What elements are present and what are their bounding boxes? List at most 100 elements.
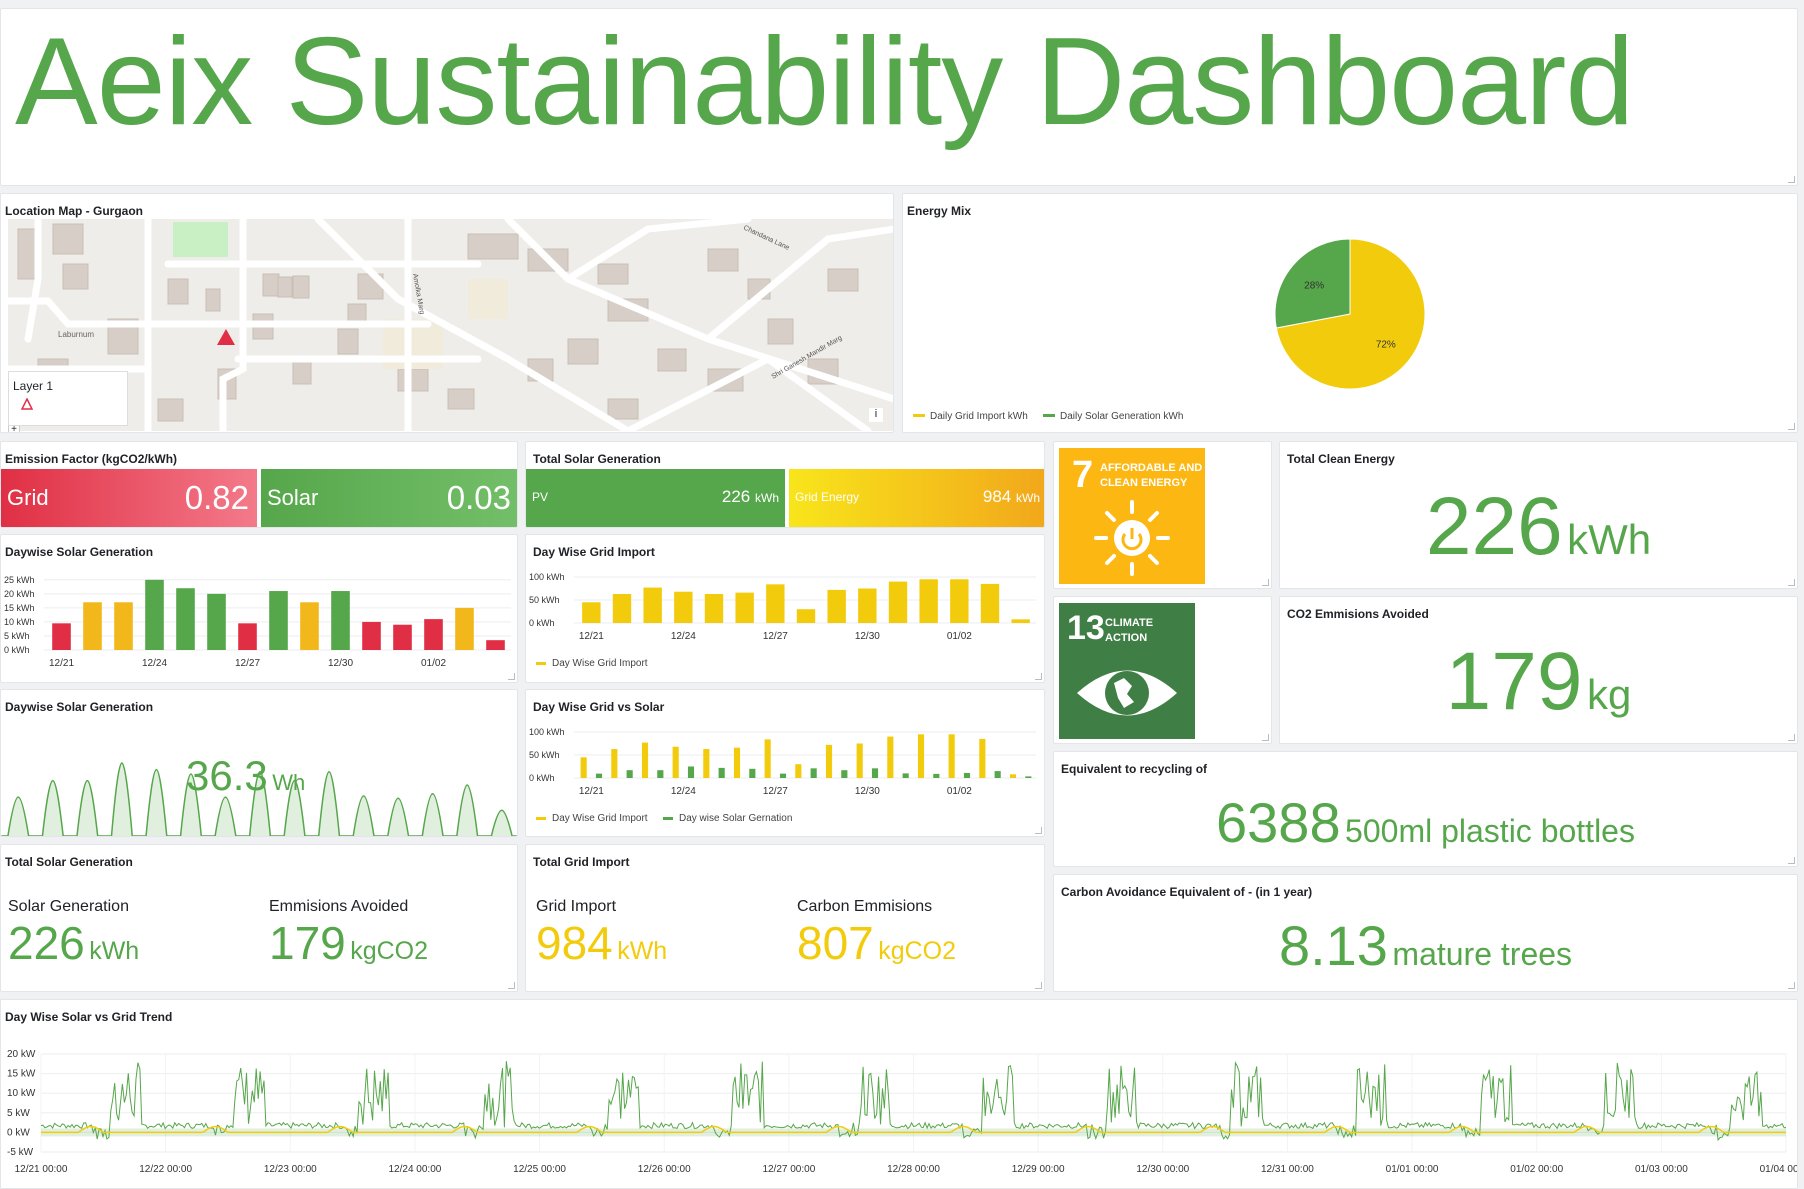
- bar: [207, 593, 226, 650]
- bar: [764, 739, 771, 778]
- resize-handle[interactable]: [1788, 734, 1795, 741]
- bar: [979, 738, 986, 778]
- legend-label: Day wise Solar Gernation: [679, 813, 792, 824]
- x-tick-label: 12/24: [671, 786, 696, 797]
- solar-sparkline[interactable]: [1, 690, 518, 837]
- solar-gen-label: Solar Generation: [8, 898, 129, 915]
- grid-vs-solar-bar-chart[interactable]: 100 kWh 50 kWh 0 kWh 12/21 12/24 12/27 12/30 01…: [526, 690, 1045, 837]
- x-tick-label: 12/21: [49, 658, 74, 669]
- bar: [1025, 776, 1032, 778]
- x-tick-label: 12/25 00:00: [513, 1164, 566, 1175]
- panel-title: Day Wise Solar vs Grid Trend: [5, 1010, 173, 1024]
- bar: [114, 602, 133, 650]
- x-tick-label: 12/27 00:00: [762, 1164, 815, 1175]
- header-panel: Aeix Sustainability Dashboard: [0, 8, 1798, 186]
- panel-title: Day Wise Grid Import: [533, 545, 655, 559]
- bar: [795, 764, 802, 778]
- resize-handle[interactable]: [508, 982, 515, 989]
- resize-handle[interactable]: [1035, 673, 1042, 680]
- resize-handle[interactable]: [508, 673, 515, 680]
- bar: [856, 743, 863, 778]
- resize-handle[interactable]: [1035, 827, 1042, 834]
- energy-mix-panel: Energy Mix 72% 28% Daily Grid Import kWh …: [902, 193, 1798, 433]
- legend-label-solar: Daily Solar Generation kWh: [1060, 411, 1183, 422]
- solar-factor-label: Solar: [267, 485, 319, 510]
- bar: [582, 602, 601, 623]
- bar: [1011, 619, 1030, 623]
- panel-title: Carbon Avoidance Equivalent of - (in 1 y…: [1061, 885, 1313, 899]
- legend-label: Day Wise Grid Import: [552, 813, 648, 824]
- resize-handle[interactable]: [1788, 176, 1795, 183]
- legend-swatch: [536, 817, 546, 820]
- x-tick-label: 12/24: [671, 631, 696, 642]
- x-tick-label: 01/02: [947, 631, 972, 642]
- y-tick-label: 0 kWh: [529, 618, 555, 628]
- triangle-marker-icon: [21, 398, 33, 410]
- sdg13-number: 13: [1067, 609, 1105, 647]
- total-clean-energy-panel: Total Clean Energy 226 kWh: [1279, 441, 1798, 589]
- location-map-panel: Location Map - Gurgaon: [0, 193, 894, 433]
- y-tick-label: 10 kWh: [4, 617, 35, 627]
- map-info-button[interactable]: i: [869, 408, 883, 422]
- bar: [331, 591, 350, 650]
- bar: [841, 770, 848, 778]
- emission-factor-panel: Emission Factor (kgCO2/kWh) Grid 0.82 So…: [0, 441, 518, 528]
- bar: [888, 581, 908, 623]
- bar: [643, 587, 662, 623]
- bar: [1009, 774, 1017, 778]
- bar: [733, 747, 741, 778]
- layer-legend[interactable]: Layer 1: [8, 371, 128, 426]
- resize-handle[interactable]: [1262, 579, 1269, 586]
- x-tick-label: 12/29 00:00: [1012, 1164, 1065, 1175]
- x-tick-label: 12/23 00:00: [264, 1164, 317, 1175]
- bar: [612, 594, 632, 623]
- pv-label: PV: [532, 490, 549, 504]
- grid-factor-cell: Grid 0.82: [1, 469, 257, 527]
- bar: [749, 768, 756, 778]
- panel-title: Daywise Solar Generation: [5, 700, 154, 714]
- x-tick-label: 12/21 00:00: [15, 1164, 68, 1175]
- sdg7-panel: 7 AFFORDABLE AND CLEAN ENERGY: [1053, 441, 1272, 589]
- resize-handle[interactable]: [1788, 982, 1795, 989]
- daywise-solar-line-panel: Daywise Solar Generation 36.3 Wh: [0, 689, 518, 837]
- resize-handle[interactable]: [1788, 423, 1795, 430]
- pie-slice-label: 72%: [1376, 340, 1396, 351]
- pv-gauge: PV 226 kWh: [526, 469, 785, 527]
- bar: [718, 767, 725, 778]
- pie-group: 72% 28%: [1274, 238, 1426, 390]
- grid-energy-label: Grid Energy: [795, 490, 860, 504]
- stat-unit: 500ml plastic bottles: [1345, 813, 1635, 849]
- panel-title: Equivalent to recycling of: [1061, 762, 1208, 776]
- zoom-in-button[interactable]: +: [11, 424, 17, 433]
- grid-factor-label: Grid: [7, 485, 49, 510]
- street-label: Laburnum: [58, 330, 94, 339]
- grid-import-bar-chart[interactable]: 100 kWh 50 kWh 0 kWh 12/21 12/24 12/27 12/30 01…: [526, 535, 1045, 683]
- total-grid-stats-panel: Total Grid Import Grid Import 984 kWh Ca…: [525, 844, 1045, 992]
- resize-handle[interactable]: [1262, 734, 1269, 741]
- panel-title: Day Wise Grid vs Solar: [533, 700, 665, 714]
- sdg13-panel: 13 CLIMATE ACTION: [1053, 596, 1272, 744]
- bar: [933, 773, 940, 778]
- solar-grid-trend-chart[interactable]: 20 kW 15 kW 10 kW 5 kW 0 kW -5 kW 12/21 00:00 1…: [1, 1000, 1798, 1189]
- y-tick-label: 15 kW: [7, 1069, 36, 1080]
- bar: [672, 746, 679, 778]
- grid-import-label: Grid Import: [536, 898, 617, 915]
- resize-handle[interactable]: [1788, 857, 1795, 864]
- energy-mix-pie-chart[interactable]: 72% 28% Daily Grid Import kWh Daily Solar…: [903, 194, 1798, 433]
- bar: [641, 742, 649, 778]
- pie-legend: Daily Grid Import kWh Daily Solar Genera…: [913, 411, 1183, 422]
- map-view[interactable]: Laburnum Amolka Marg Chandana Lane Shri …: [8, 219, 894, 431]
- recycling-panel: Equivalent to recycling of 6388 500ml pl…: [1053, 751, 1798, 867]
- y-tick-label: -5 kW: [7, 1147, 34, 1158]
- resize-handle[interactable]: [1788, 579, 1795, 586]
- x-tick-label: 01/03 00:00: [1635, 1164, 1688, 1175]
- sparkline-line: [1, 762, 517, 836]
- panel-title: Total Clean Energy: [1287, 452, 1395, 466]
- daywise-solar-bar-chart[interactable]: 25 kWh 20 kWh 15 kWh 10 kWh 5 kWh 0 kWh 12/21 1…: [1, 535, 518, 683]
- panel-title: Emission Factor (kgCO2/kWh): [5, 452, 178, 466]
- co2-avoided-panel: CO2 Emmisions Avoided 179 kg: [1279, 596, 1798, 744]
- eye-globe-icon: [1077, 670, 1177, 716]
- trend-panel: Day Wise Solar vs Grid Trend 20 kW 15 kW 1…: [0, 999, 1798, 1189]
- trees-stat: 8.13 mature trees: [1054, 913, 1797, 978]
- resize-handle[interactable]: [1035, 982, 1042, 989]
